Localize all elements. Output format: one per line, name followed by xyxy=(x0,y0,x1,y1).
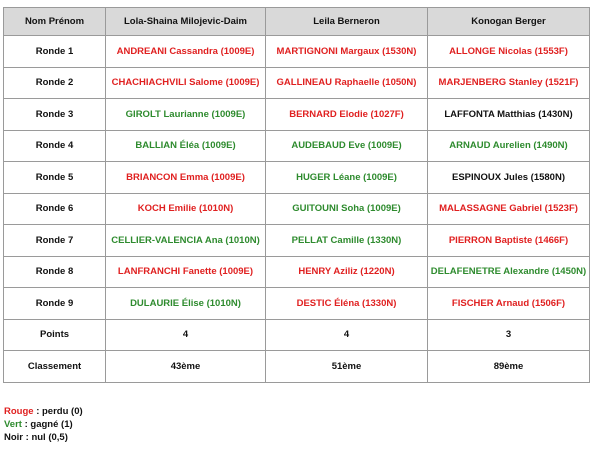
round-row: Ronde 9 DULAURIE Élise (1010N) DESTIC Élén… xyxy=(3,287,590,320)
round-label: Ronde 8 xyxy=(3,255,106,288)
color-legend: Rouge : perdu (0) Vert : gagné (1) Noir … xyxy=(4,405,83,444)
round-label: Ronde 3 xyxy=(3,98,106,131)
legend-green: Vert : gagné (1) xyxy=(4,418,83,431)
opponent-result: KOCH Emilie (1010N) xyxy=(105,192,266,225)
ranking-value: 89ème xyxy=(427,350,590,383)
round-row: Ronde 7 CELLIER-VALENCIA Ana (1010N) PELLA… xyxy=(3,224,590,257)
points-row: Points 4 4 3 xyxy=(3,318,590,351)
legend-red-word: Rouge xyxy=(4,406,34,417)
round-label: Ronde 9 xyxy=(3,287,106,320)
legend-red: Rouge : perdu (0) xyxy=(4,405,83,418)
opponent-result: GUITOUNI Soha (1009E) xyxy=(265,192,428,225)
opponent-result: ESPINOUX Jules (1580N) xyxy=(427,161,590,194)
opponent-result: PELLAT Camille (1330N) xyxy=(265,224,428,257)
points-value: 4 xyxy=(265,318,428,351)
player-name: Konogan Berger xyxy=(427,7,590,36)
round-label: Ronde 4 xyxy=(3,129,106,162)
round-label: Ronde 6 xyxy=(3,192,106,225)
opponent-result: BALLIAN Éléa (1009E) xyxy=(105,129,266,162)
round-row: Ronde 6 KOCH Emilie (1010N) GUITOUNI Soha … xyxy=(3,192,590,225)
opponent-result: DULAURIE Élise (1010N) xyxy=(105,287,266,320)
opponent-result: GALLINEAU Raphaelle (1050N) xyxy=(265,66,428,99)
legend-green-meaning: : gagné (1) xyxy=(21,419,73,430)
opponent-result: CELLIER-VALENCIA Ana (1010N) xyxy=(105,224,266,257)
ranking-value: 51ème xyxy=(265,350,428,383)
player-name: Leila Berneron xyxy=(265,7,428,36)
opponent-result: CHACHIACHVILI Salome (1009E) xyxy=(105,66,266,99)
opponent-result: DELAFENETRE Alexandre (1450N) xyxy=(427,255,590,288)
points-value: 3 xyxy=(427,318,590,351)
header-label: Nom Prénom xyxy=(3,7,106,36)
legend-black-word: Noir xyxy=(4,432,23,443)
legend-red-meaning: : perdu (0) xyxy=(33,406,83,417)
round-label: Ronde 5 xyxy=(3,161,106,194)
round-row: Ronde 2 CHACHIACHVILI Salome (1009E) GALLI… xyxy=(3,66,590,99)
opponent-result: ANDREANI Cassandra (1009E) xyxy=(105,35,266,68)
round-row: Ronde 5 BRIANCON Emma (1009E) HUGER Léane … xyxy=(3,161,590,194)
opponent-result: PIERRON Baptiste (1466F) xyxy=(427,224,590,257)
opponent-result: BRIANCON Emma (1009E) xyxy=(105,161,266,194)
round-label: Ronde 2 xyxy=(3,66,106,99)
opponent-result: ALLONGE Nicolas (1553F) xyxy=(427,35,590,68)
opponent-result: ARNAUD Aurelien (1490N) xyxy=(427,129,590,162)
legend-black-meaning: : nul (0,5) xyxy=(23,432,68,443)
results-table: Nom Prénom Lola-Shaina Milojevic-Daim Le… xyxy=(3,7,590,383)
round-label: Ronde 1 xyxy=(3,35,106,68)
round-row: Ronde 8 LANFRANCHI Fanette (1009E) HENRY A… xyxy=(3,255,590,288)
round-label: Ronde 7 xyxy=(3,224,106,257)
opponent-result: LAFFONTA Matthias (1430N) xyxy=(427,98,590,131)
round-row: Ronde 4 BALLIAN Éléa (1009E) AUDEBAUD Eve … xyxy=(3,129,590,162)
ranking-label: Classement xyxy=(3,350,106,383)
header-row: Nom Prénom Lola-Shaina Milojevic-Daim Le… xyxy=(3,7,590,36)
opponent-result: HUGER Léane (1009E) xyxy=(265,161,428,194)
opponent-result: MALASSAGNE Gabriel (1523F) xyxy=(427,192,590,225)
legend-black: Noir : nul (0,5) xyxy=(4,431,83,444)
round-row: Ronde 1 ANDREANI Cassandra (1009E) MARTIGN… xyxy=(3,35,590,68)
legend-green-word: Vert xyxy=(4,419,22,430)
opponent-result: MARTIGNONI Margaux (1530N) xyxy=(265,35,428,68)
opponent-result: GIROLT Laurianne (1009E) xyxy=(105,98,266,131)
opponent-result: LANFRANCHI Fanette (1009E) xyxy=(105,255,266,288)
round-row: Ronde 3 GIROLT Laurianne (1009E) BERNARD E… xyxy=(3,98,590,131)
opponent-result: HENRY Aziliz (1220N) xyxy=(265,255,428,288)
opponent-result: BERNARD Elodie (1027F) xyxy=(265,98,428,131)
points-value: 4 xyxy=(105,318,266,351)
opponent-result: DESTIC Éléna (1330N) xyxy=(265,287,428,320)
ranking-value: 43ème xyxy=(105,350,266,383)
ranking-row: Classement 43ème 51ème 89ème xyxy=(3,350,590,383)
rounds-body: Ronde 1 ANDREANI Cassandra (1009E) MARTIGN… xyxy=(3,35,590,320)
player-name: Lola-Shaina Milojevic-Daim xyxy=(105,7,266,36)
points-label: Points xyxy=(3,318,106,351)
opponent-result: FISCHER Arnaud (1506F) xyxy=(427,287,590,320)
opponent-result: AUDEBAUD Eve (1009E) xyxy=(265,129,428,162)
opponent-result: MARJENBERG Stanley (1521F) xyxy=(427,66,590,99)
